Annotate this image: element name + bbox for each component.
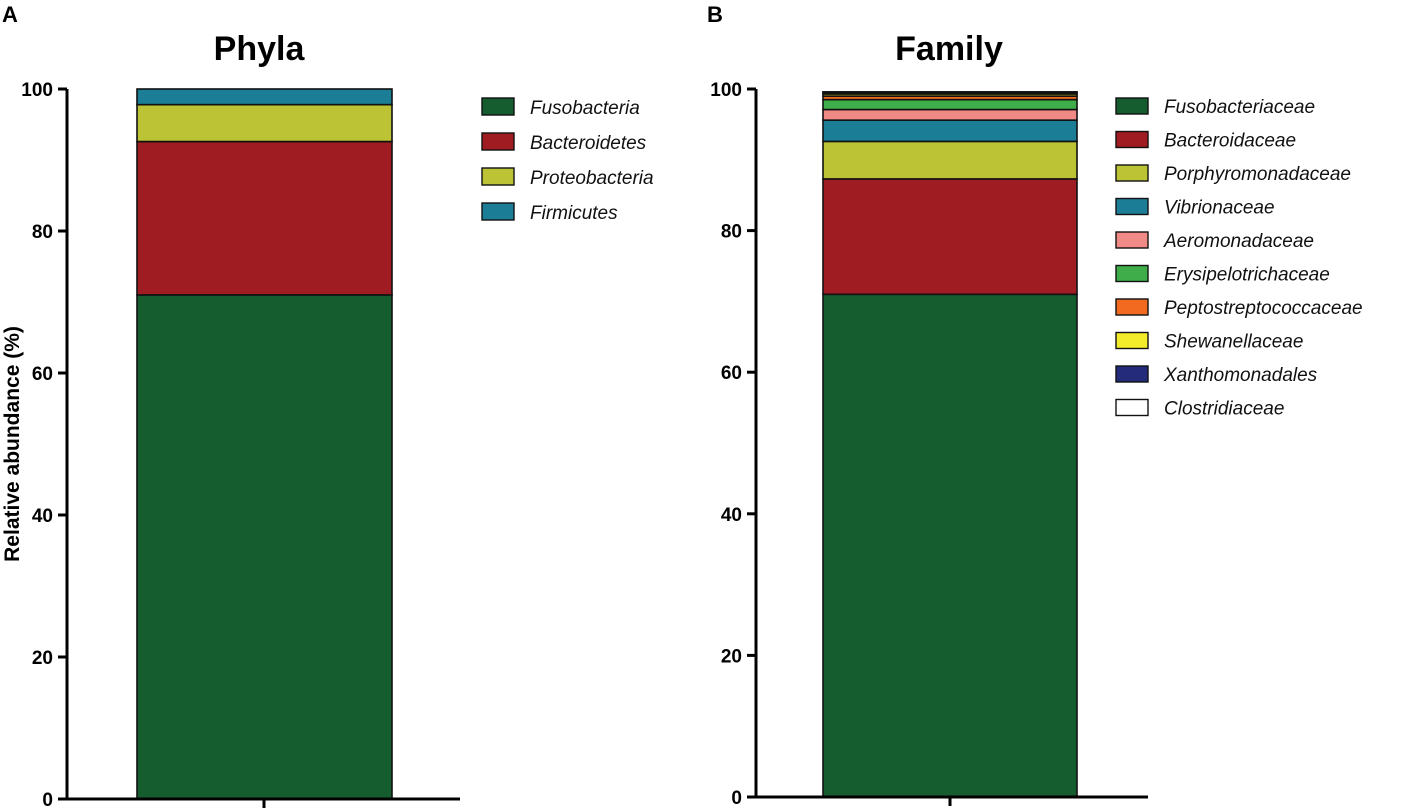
legend-swatch-bacteroidetes	[481, 132, 515, 151]
y-tick-label: 0	[731, 788, 742, 809]
legend-swatch-firmicutes	[481, 202, 515, 221]
y-tick-label: 60	[32, 364, 53, 385]
legend-swatch-clostridiaceae	[1115, 398, 1149, 417]
y-tick-label: 80	[721, 222, 742, 243]
legend-label-vibrionaceae: Vibrionaceae	[1164, 198, 1275, 219]
y-tick-label: 20	[721, 646, 742, 667]
legend-swatch-porphyromonadaceae	[1115, 164, 1149, 182]
y-tick-label: 40	[32, 506, 53, 527]
legend-label-xanthomonadales: Xanthomonadales	[1163, 365, 1318, 386]
bar-segment-firmicutes	[136, 88, 393, 106]
bar-segment-proteobacteria	[136, 103, 393, 143]
bar-segment-erysipelotrichaceae	[822, 98, 1078, 111]
y-tick-label: 0	[42, 790, 53, 810]
legend-label-firmicutes: Firmicutes	[530, 203, 618, 224]
legend-label-aeromonadaceae: Aeromonadaceae	[1163, 231, 1314, 252]
legend-swatch-erysipelotrichaceae	[1115, 264, 1149, 283]
legend-label-fusobacteria: Fusobacteria	[530, 98, 640, 119]
legend-label-fusobacteriaceae: Fusobacteriaceae	[1164, 97, 1315, 118]
chart-title: Family	[895, 30, 1003, 68]
bar-segment-vibrionaceae	[822, 119, 1078, 143]
legend-label-shewanellaceae: Shewanellaceae	[1164, 332, 1303, 353]
legend-swatch-fusobacteria	[481, 97, 515, 116]
y-tick-label: 40	[721, 505, 742, 526]
legend-swatch-peptostreptococcaceae	[1115, 298, 1149, 316]
legend-label-porphyromonadaceae: Porphyromonadaceae	[1164, 164, 1351, 185]
legend-label-bacteroidaceae: Bacteroidaceae	[1164, 131, 1296, 152]
legend-label-bacteroidetes: Bacteroidetes	[530, 133, 647, 154]
y-tick-label: 100	[710, 80, 742, 101]
panel-letter: A	[2, 2, 18, 27]
chart-panel-a: A Phyla 0 20 40 60 80 100 Relative abundance (%)…	[1, 2, 654, 810]
legend-label-peptostreptococcaceae: Peptostreptococcaceae	[1164, 298, 1363, 319]
legend-label-erysipelotrichaceae: Erysipelotrichaceae	[1164, 265, 1330, 286]
legend-label-proteobacteria: Proteobacteria	[530, 168, 654, 189]
panel-letter: B	[707, 2, 723, 27]
chart-title: Phyla	[214, 30, 306, 68]
legend-label-clostridiaceae: Clostridiaceae	[1164, 399, 1284, 420]
legend-swatch-shewanellaceae	[1115, 331, 1149, 350]
legend-swatch-xanthomonadales	[1115, 365, 1149, 383]
bar-segment-fusobacteriaceae	[822, 293, 1078, 798]
legend-swatch-fusobacteriaceae	[1115, 97, 1149, 115]
y-tick-label: 80	[32, 222, 53, 243]
bar-segment-clostridiaceae	[822, 91, 1078, 94]
y-tick-label: 100	[21, 80, 53, 101]
legend-swatch-bacteroidaceae	[1115, 130, 1149, 149]
y-tick-label: 20	[32, 648, 53, 669]
legend-swatch-vibrionaceae	[1115, 197, 1149, 216]
legend-swatch-proteobacteria	[481, 167, 515, 186]
bar-segment-bacteroidaceae	[822, 178, 1078, 296]
bar-segment-aeromonadaceae	[822, 108, 1078, 121]
chart-panel-b: B Family 0 20 40 60 80 100 Fusobacteriaceae Bacte…	[707, 2, 1363, 809]
y-tick-label: 60	[721, 363, 742, 384]
bar-segment-bacteroidetes	[136, 140, 393, 296]
bar-segment-porphyromonadaceae	[822, 140, 1078, 180]
y-axis-title: Relative abundance (%)	[1, 326, 24, 562]
legend-swatch-aeromonadaceae	[1115, 231, 1149, 249]
bar-segment-fusobacteria	[136, 294, 393, 800]
